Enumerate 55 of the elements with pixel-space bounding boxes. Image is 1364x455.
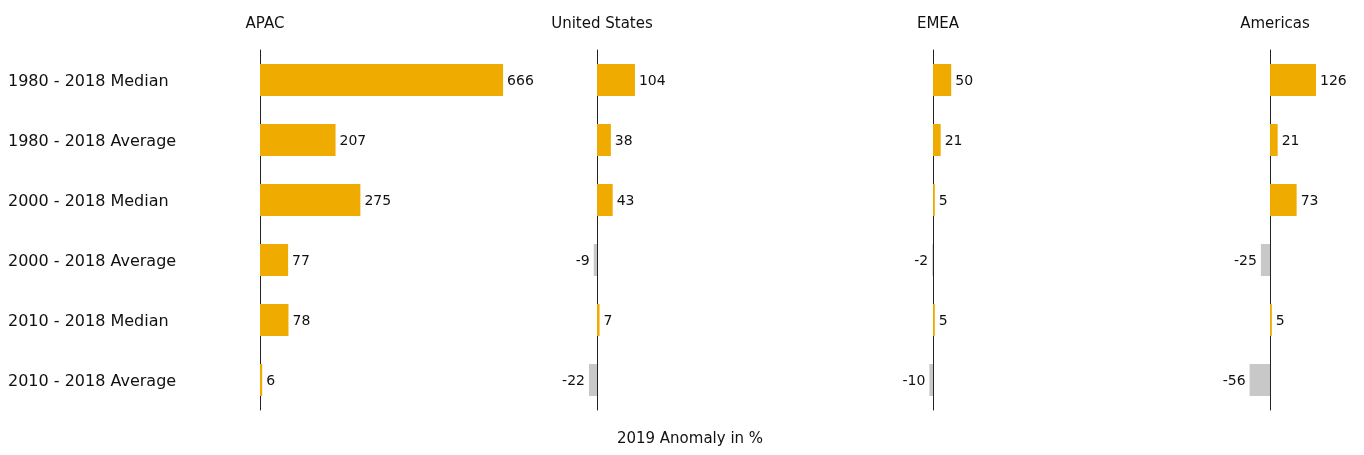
data-label: -2 (914, 252, 929, 268)
bar (597, 64, 635, 96)
data-label: 21 (1281, 132, 1300, 148)
bar (260, 304, 289, 336)
y-tick-label: 2000 - 2018 Median (8, 190, 169, 210)
data-label: 77 (292, 252, 310, 268)
y-tick-label: 2000 - 2018 Average (8, 250, 177, 270)
data-label: -9 (575, 252, 590, 268)
bar (588, 364, 597, 396)
data-label: 207 (339, 132, 367, 148)
bar (260, 244, 289, 276)
data-label: 43 (616, 192, 635, 208)
bar (597, 124, 611, 156)
data-label: -56 (1222, 372, 1246, 388)
data-label: 7 (603, 312, 613, 328)
bar (260, 64, 504, 96)
bar (260, 364, 263, 396)
bar (933, 64, 952, 96)
data-label: 126 (1319, 72, 1347, 88)
bar (929, 364, 933, 396)
data-label: 78 (292, 312, 311, 328)
data-label: 666 (507, 72, 534, 88)
chart-title: Americas (1240, 13, 1311, 32)
data-label: -25 (1234, 252, 1257, 268)
bar (597, 184, 613, 216)
data-label: 5 (1275, 312, 1285, 328)
bar (1270, 64, 1316, 96)
data-label: 50 (955, 72, 974, 88)
bar (260, 184, 361, 216)
chart-title: APAC (245, 13, 285, 32)
data-label: 5 (938, 192, 948, 208)
data-label: 73 (1300, 192, 1319, 208)
bar (260, 124, 336, 156)
data-label: -10 (902, 372, 926, 388)
bar (597, 304, 600, 336)
bar (593, 244, 597, 276)
bar (1270, 124, 1278, 156)
y-tick-label: 1980 - 2018 Median (8, 70, 169, 90)
bar (1260, 244, 1270, 276)
data-label: 275 (364, 192, 392, 208)
bar (1249, 364, 1270, 396)
chart-title: EMEA (916, 13, 960, 32)
bar (933, 124, 941, 156)
data-label: 21 (944, 132, 963, 148)
data-label: -22 (562, 372, 585, 388)
chart-title: United States (551, 13, 653, 32)
x-axis-title: 2019 Anomaly in % (616, 428, 764, 447)
bar (1270, 184, 1297, 216)
data-label: 6 (266, 372, 276, 388)
y-tick-label: 1980 - 2018 Average (8, 130, 177, 150)
y-tick-label: 2010 - 2018 Median (8, 310, 169, 330)
data-label: 5 (938, 312, 948, 328)
data-label: 104 (638, 72, 666, 88)
data-label: 38 (614, 132, 633, 148)
y-tick-label: 2010 - 2018 Average (8, 370, 177, 390)
